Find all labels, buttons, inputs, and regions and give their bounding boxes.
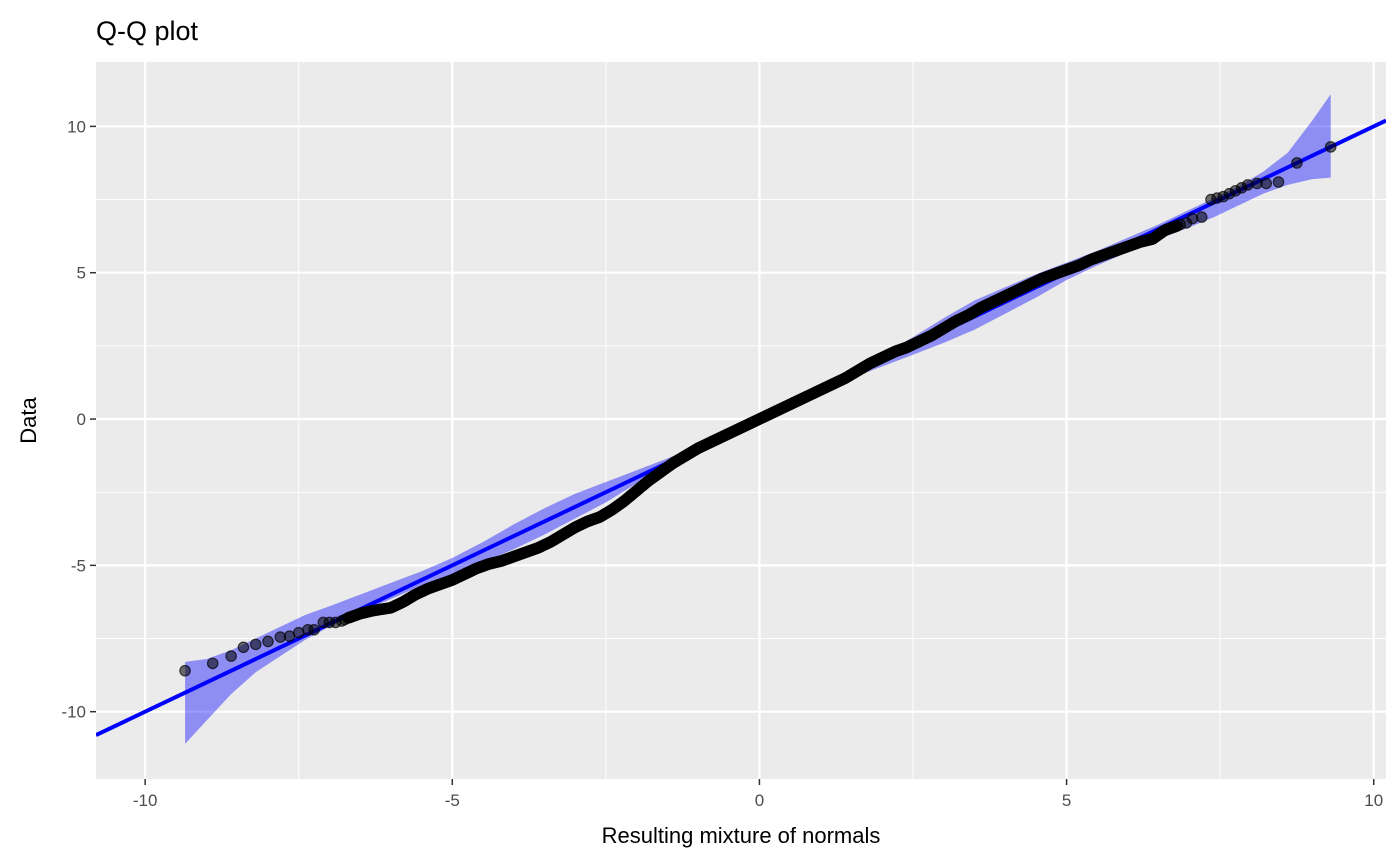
y-tick-label: -5 bbox=[71, 556, 86, 575]
x-tick-label: -10 bbox=[133, 791, 158, 810]
data-point bbox=[225, 650, 237, 662]
plot-panel bbox=[96, 62, 1386, 779]
chart-title: Q-Q plot bbox=[96, 16, 199, 46]
data-points bbox=[179, 141, 1337, 677]
major-gridlines bbox=[96, 62, 1386, 779]
data-point bbox=[249, 638, 262, 651]
x-tick-label: -5 bbox=[445, 791, 460, 810]
data-point bbox=[1195, 211, 1208, 223]
x-tick-label: 5 bbox=[1062, 791, 1071, 810]
y-axis-title: Data bbox=[16, 397, 41, 444]
x-tick-label: 10 bbox=[1364, 791, 1383, 810]
data-point bbox=[237, 641, 250, 654]
y-tick-label: 10 bbox=[67, 117, 86, 136]
data-point bbox=[1324, 141, 1337, 153]
y-tick-label: -10 bbox=[61, 703, 86, 722]
data-point bbox=[179, 664, 191, 677]
y-axis-ticks: -10 -5 0 5 10 bbox=[61, 117, 96, 722]
x-axis-title: Resulting mixture of normals bbox=[602, 823, 881, 848]
data-point bbox=[1291, 157, 1303, 169]
data-point bbox=[206, 657, 219, 670]
plot-content bbox=[96, 94, 1386, 744]
data-point bbox=[308, 623, 320, 636]
minor-gridlines bbox=[96, 62, 1386, 779]
y-tick-label: 0 bbox=[77, 410, 86, 429]
x-axis-ticks: -10 -5 0 5 10 bbox=[133, 779, 1383, 810]
data-point bbox=[1272, 176, 1285, 188]
data-point bbox=[1260, 177, 1273, 190]
data-point bbox=[262, 635, 274, 648]
x-tick-label: 0 bbox=[755, 791, 764, 810]
y-tick-label: 5 bbox=[77, 264, 86, 283]
